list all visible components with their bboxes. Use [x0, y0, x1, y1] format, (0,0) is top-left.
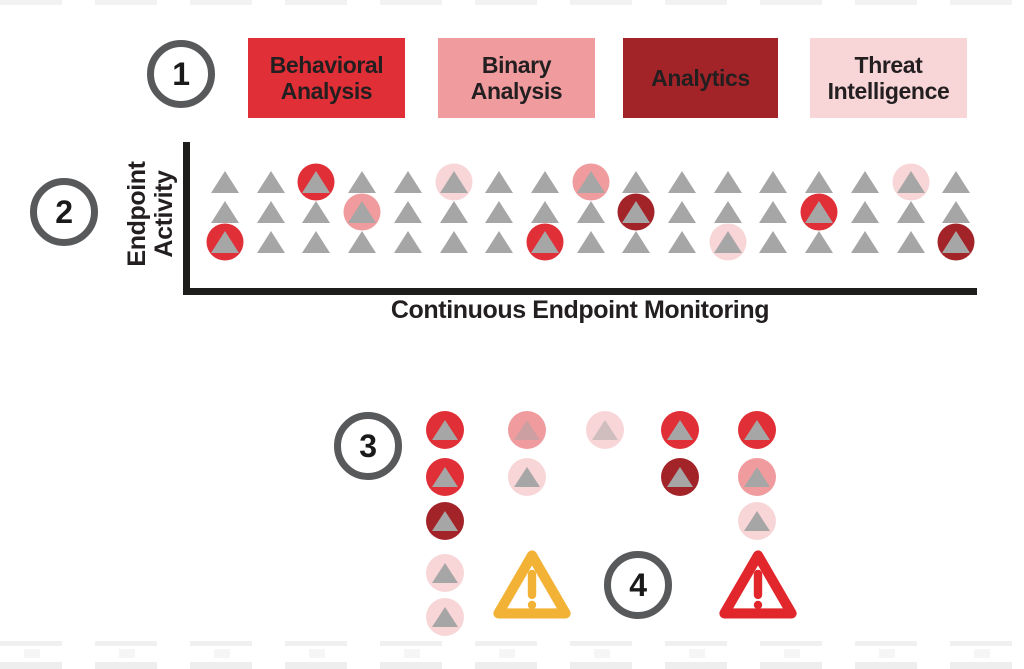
endpoint-triangle-icon [439, 231, 468, 253]
endpoint-triangle-icon [805, 231, 834, 253]
page-edge-pattern-bottom [0, 641, 1024, 646]
endpoint-triangle-icon [514, 420, 540, 440]
endpoint-triangle-icon [514, 467, 540, 487]
endpoint-triangle-icon [942, 171, 971, 193]
step-1-number: 1 [172, 55, 190, 92]
endpoint-triangle-icon [432, 511, 458, 531]
endpoint-triangle-icon [667, 420, 693, 440]
endpoint-triangle-icon [576, 231, 605, 253]
warning-yellow-icon [493, 550, 571, 619]
step-4-marker: 4 [604, 551, 672, 619]
endpoint-triangle-icon [896, 201, 925, 223]
category-label: Binary Analysis [470, 52, 563, 104]
endpoint-triangle-icon [759, 231, 788, 253]
endpoint-triangle-icon [896, 231, 925, 253]
y-axis-label: Endpoint Activity [122, 161, 179, 267]
endpoint-triangle-icon [393, 201, 422, 223]
endpoint-triangle-icon [530, 201, 559, 223]
step-2-marker: 2 [30, 178, 98, 246]
category-box-behavioral-analysis: Behavioral Analysis [248, 38, 405, 118]
endpoint-triangle-icon [256, 171, 285, 193]
endpoint-triangle-icon [850, 201, 879, 223]
endpoint-triangle-icon [393, 231, 422, 253]
endpoint-triangle-icon [942, 231, 971, 253]
endpoint-triangle-icon [530, 231, 559, 253]
x-axis-label: Continuous Endpoint Monitoring [390, 296, 770, 324]
endpoint-triangle-icon [592, 420, 618, 440]
endpoint-triangle-icon [302, 201, 331, 223]
endpoint-triangle-icon [744, 420, 770, 440]
warning-red-icon [719, 550, 797, 619]
endpoint-triangle-icon [713, 171, 742, 193]
endpoint-triangle-icon [432, 563, 458, 583]
endpoint-triangle-icon [805, 171, 834, 193]
endpoint-triangle-icon [668, 231, 696, 253]
endpoint-triangle-icon [211, 171, 239, 193]
endpoint-triangle-icon [432, 467, 458, 487]
endpoint-triangle-icon [622, 171, 651, 193]
endpoint-triangle-icon [622, 231, 651, 253]
endpoint-triangle-icon [432, 607, 458, 627]
endpoint-triangle-icon [896, 171, 925, 193]
endpoint-triangle-icon [744, 467, 770, 487]
step-3-number: 3 [359, 427, 377, 464]
y-axis-line [183, 142, 190, 295]
category-box-binary-analysis: Binary Analysis [438, 38, 595, 118]
endpoint-triangle-icon [348, 201, 377, 223]
category-box-analytics: Analytics [623, 38, 778, 118]
endpoint-triangle-icon [302, 231, 331, 253]
endpoint-triangle-icon [348, 171, 377, 193]
endpoint-triangle-icon [850, 231, 879, 253]
step-1-marker: 1 [147, 40, 215, 108]
endpoint-triangle-icon [256, 201, 285, 223]
endpoint-triangle-icon [667, 467, 693, 487]
endpoint-triangle-icon [622, 201, 651, 223]
endpoint-triangle-icon [713, 201, 742, 223]
endpoint-triangle-icon [759, 171, 788, 193]
step-3-marker: 3 [334, 412, 402, 480]
endpoint-triangle-icon [432, 420, 458, 440]
endpoint-triangle-icon [211, 231, 239, 253]
endpoint-triangle-icon [439, 171, 468, 193]
page-edge-pattern-top [0, 0, 1024, 5]
endpoint-triangle-icon [530, 171, 559, 193]
endpoint-triangle-icon [850, 171, 879, 193]
endpoint-triangle-icon [668, 171, 696, 193]
endpoint-triangle-icon [393, 171, 422, 193]
endpoint-triangle-icon [576, 171, 605, 193]
page-edge-pattern-bottom [0, 662, 1024, 669]
endpoint-triangle-icon [256, 231, 285, 253]
endpoint-triangle-icon [759, 201, 788, 223]
endpoint-triangle-icon [348, 231, 377, 253]
category-label: Analytics [651, 65, 750, 91]
endpoint-triangle-icon [485, 201, 514, 223]
endpoint-triangle-icon [942, 201, 971, 223]
page-edge-pattern-bottom [0, 649, 1024, 658]
step-4-number: 4 [629, 566, 647, 603]
endpoint-triangle-icon [439, 201, 468, 223]
endpoint-triangle-icon [485, 231, 514, 253]
endpoint-triangle-icon [485, 171, 514, 193]
category-label: Threat Intelligence [827, 52, 950, 104]
endpoint-triangle-icon [576, 201, 605, 223]
endpoint-triangle-icon [805, 201, 834, 223]
endpoint-triangle-icon [713, 231, 742, 253]
endpoint-triangle-icon [744, 511, 770, 531]
endpoint-triangle-icon [302, 171, 331, 193]
category-label: Behavioral Analysis [269, 52, 384, 104]
endpoint-triangle-icon [668, 201, 696, 223]
x-axis-line [183, 288, 977, 295]
step-2-number: 2 [55, 193, 73, 230]
endpoint-triangle-icon [211, 201, 239, 223]
category-box-threat-intelligence: Threat Intelligence [810, 38, 967, 118]
